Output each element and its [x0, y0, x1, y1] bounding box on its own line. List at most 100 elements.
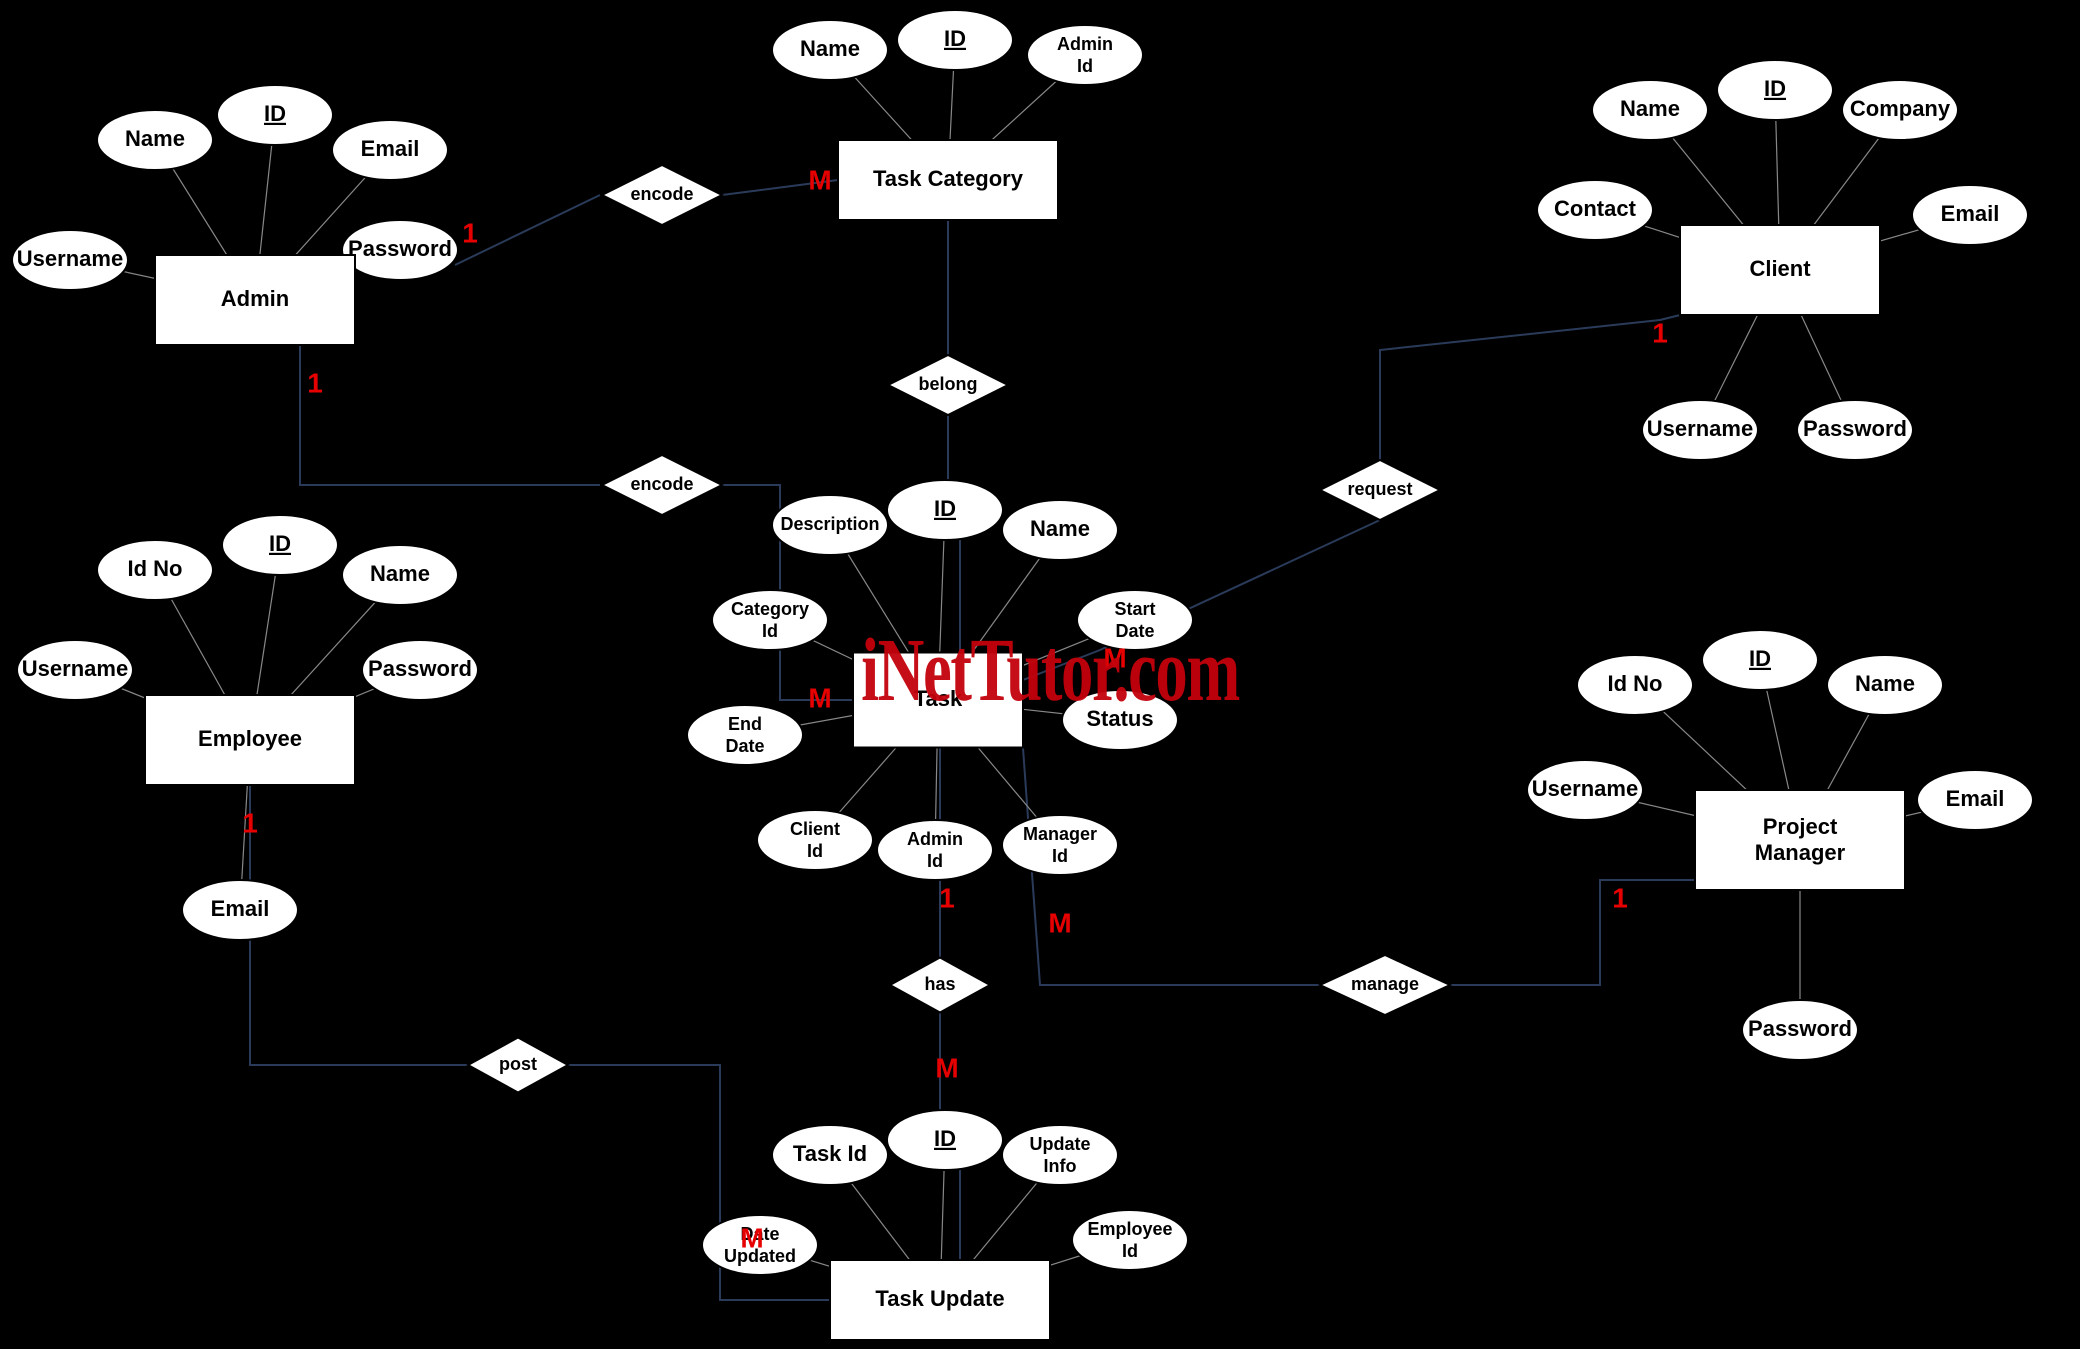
attribute-tc_admin: AdminId [1027, 25, 1143, 85]
svg-text:Category: Category [731, 599, 809, 619]
svg-text:Password: Password [368, 656, 472, 681]
svg-text:belong: belong [919, 374, 978, 394]
svg-text:Name: Name [1030, 516, 1090, 541]
svg-text:encode: encode [630, 474, 693, 494]
attribute-admin_password: Password [342, 220, 458, 280]
svg-text:Id: Id [807, 841, 823, 861]
svg-text:Username: Username [22, 656, 128, 681]
entity-task_update: Task Update [830, 1260, 1050, 1340]
svg-text:Name: Name [370, 561, 430, 586]
attribute-cl_contact: Contact [1537, 180, 1653, 240]
svg-text:Email: Email [1946, 786, 2005, 811]
attribute-task_client: ClientId [757, 810, 873, 870]
svg-text:Manager: Manager [1755, 840, 1846, 865]
svg-text:Id: Id [1077, 56, 1093, 76]
attribute-task_cat: CategoryId [712, 590, 828, 650]
svg-text:manage: manage [1351, 974, 1419, 994]
svg-text:Task Id: Task Id [793, 1141, 867, 1166]
svg-text:Email: Email [1941, 201, 2000, 226]
er-diagram: NameIDEmailUsernamePasswordNameIDAdminId… [0, 0, 2080, 1349]
svg-text:Client: Client [790, 819, 840, 839]
attribute-emp_name: Name [342, 545, 458, 605]
attribute-task_end: EndDate [687, 705, 803, 765]
attribute-task_desc: Description [772, 495, 888, 555]
svg-text:Password: Password [348, 236, 452, 261]
svg-text:Project: Project [1763, 814, 1838, 839]
cardinality: 1 [462, 217, 478, 248]
svg-text:Email: Email [211, 896, 270, 921]
cardinality: 1 [1612, 882, 1628, 913]
attribute-tc_id: ID [897, 10, 1013, 70]
attribute-tu_emp: EmployeeId [1072, 1210, 1188, 1270]
attribute-cl_id: ID [1717, 60, 1833, 120]
svg-text:ID: ID [264, 101, 286, 126]
entity-project_manager: ProjectManager [1695, 790, 1905, 890]
attribute-task_name: Name [1002, 500, 1118, 560]
svg-text:Update: Update [1029, 1134, 1090, 1154]
svg-text:ID: ID [1764, 76, 1786, 101]
cardinality: 1 [307, 367, 323, 398]
svg-text:Info: Info [1044, 1156, 1077, 1176]
attribute-cl_name: Name [1592, 80, 1708, 140]
entity-admin: Admin [155, 255, 355, 345]
attribute-pm_name: Name [1827, 655, 1943, 715]
svg-text:Description: Description [780, 514, 879, 534]
svg-text:ID: ID [934, 1126, 956, 1151]
svg-text:ID: ID [944, 26, 966, 51]
svg-text:Admin: Admin [221, 286, 289, 311]
attribute-admin_username: Username [12, 230, 128, 290]
attribute-task_mgr: ManagerId [1002, 815, 1118, 875]
svg-text:Email: Email [361, 136, 420, 161]
attribute-admin_id: ID [217, 85, 333, 145]
attribute-tu_taskid: Task Id [772, 1125, 888, 1185]
attribute-emp_email: Email [182, 880, 298, 940]
svg-text:Name: Name [800, 36, 860, 61]
svg-text:End: End [728, 714, 762, 734]
svg-text:Password: Password [1748, 1016, 1852, 1041]
attribute-emp_password: Password [362, 640, 478, 700]
svg-text:Date: Date [725, 736, 764, 756]
svg-text:Username: Username [1532, 776, 1638, 801]
svg-text:encode: encode [630, 184, 693, 204]
svg-text:ID: ID [269, 531, 291, 556]
svg-text:Username: Username [1647, 416, 1753, 441]
attribute-admin_name: Name [97, 110, 213, 170]
attribute-tu_id: ID [887, 1110, 1003, 1170]
cardinality: M [808, 164, 831, 195]
attribute-cl_username: Username [1642, 400, 1758, 460]
svg-text:Id: Id [762, 621, 778, 641]
attribute-cl_password: Password [1797, 400, 1913, 460]
attribute-tc_name: Name [772, 20, 888, 80]
svg-text:Username: Username [17, 246, 123, 271]
svg-text:Admin: Admin [907, 829, 963, 849]
svg-text:Employee: Employee [198, 726, 302, 751]
attribute-emp_idno: Id No [97, 540, 213, 600]
cardinality: 1 [1652, 317, 1668, 348]
svg-text:Name: Name [125, 126, 185, 151]
svg-text:Company: Company [1850, 96, 1951, 121]
attribute-pm_password: Password [1742, 1000, 1858, 1060]
svg-text:Name: Name [1855, 671, 1915, 696]
svg-text:Employee: Employee [1087, 1219, 1172, 1239]
attribute-pm_email: Email [1917, 770, 2033, 830]
svg-text:Id No: Id No [1608, 671, 1663, 696]
cardinality: 1 [242, 807, 258, 838]
attribute-cl_email: Email [1912, 185, 2028, 245]
attribute-pm_id: ID [1702, 630, 1818, 690]
entity-employee: Employee [145, 695, 355, 785]
entity-client: Client [1680, 225, 1880, 315]
watermark: iNetTutor.com [861, 620, 1239, 720]
attribute-pm_idno: Id No [1577, 655, 1693, 715]
svg-text:request: request [1347, 479, 1412, 499]
svg-text:Id No: Id No [128, 556, 183, 581]
cardinality: M [935, 1052, 958, 1083]
svg-text:Start: Start [1114, 599, 1155, 619]
cardinality: 1 [939, 882, 955, 913]
svg-text:has: has [924, 974, 955, 994]
cardinality: M [1048, 907, 1071, 938]
svg-text:Manager: Manager [1023, 824, 1097, 844]
svg-text:Client: Client [1749, 256, 1811, 281]
svg-text:Id: Id [927, 851, 943, 871]
attribute-task_admin: AdminId [877, 820, 993, 880]
attribute-emp_username: Username [17, 640, 133, 700]
